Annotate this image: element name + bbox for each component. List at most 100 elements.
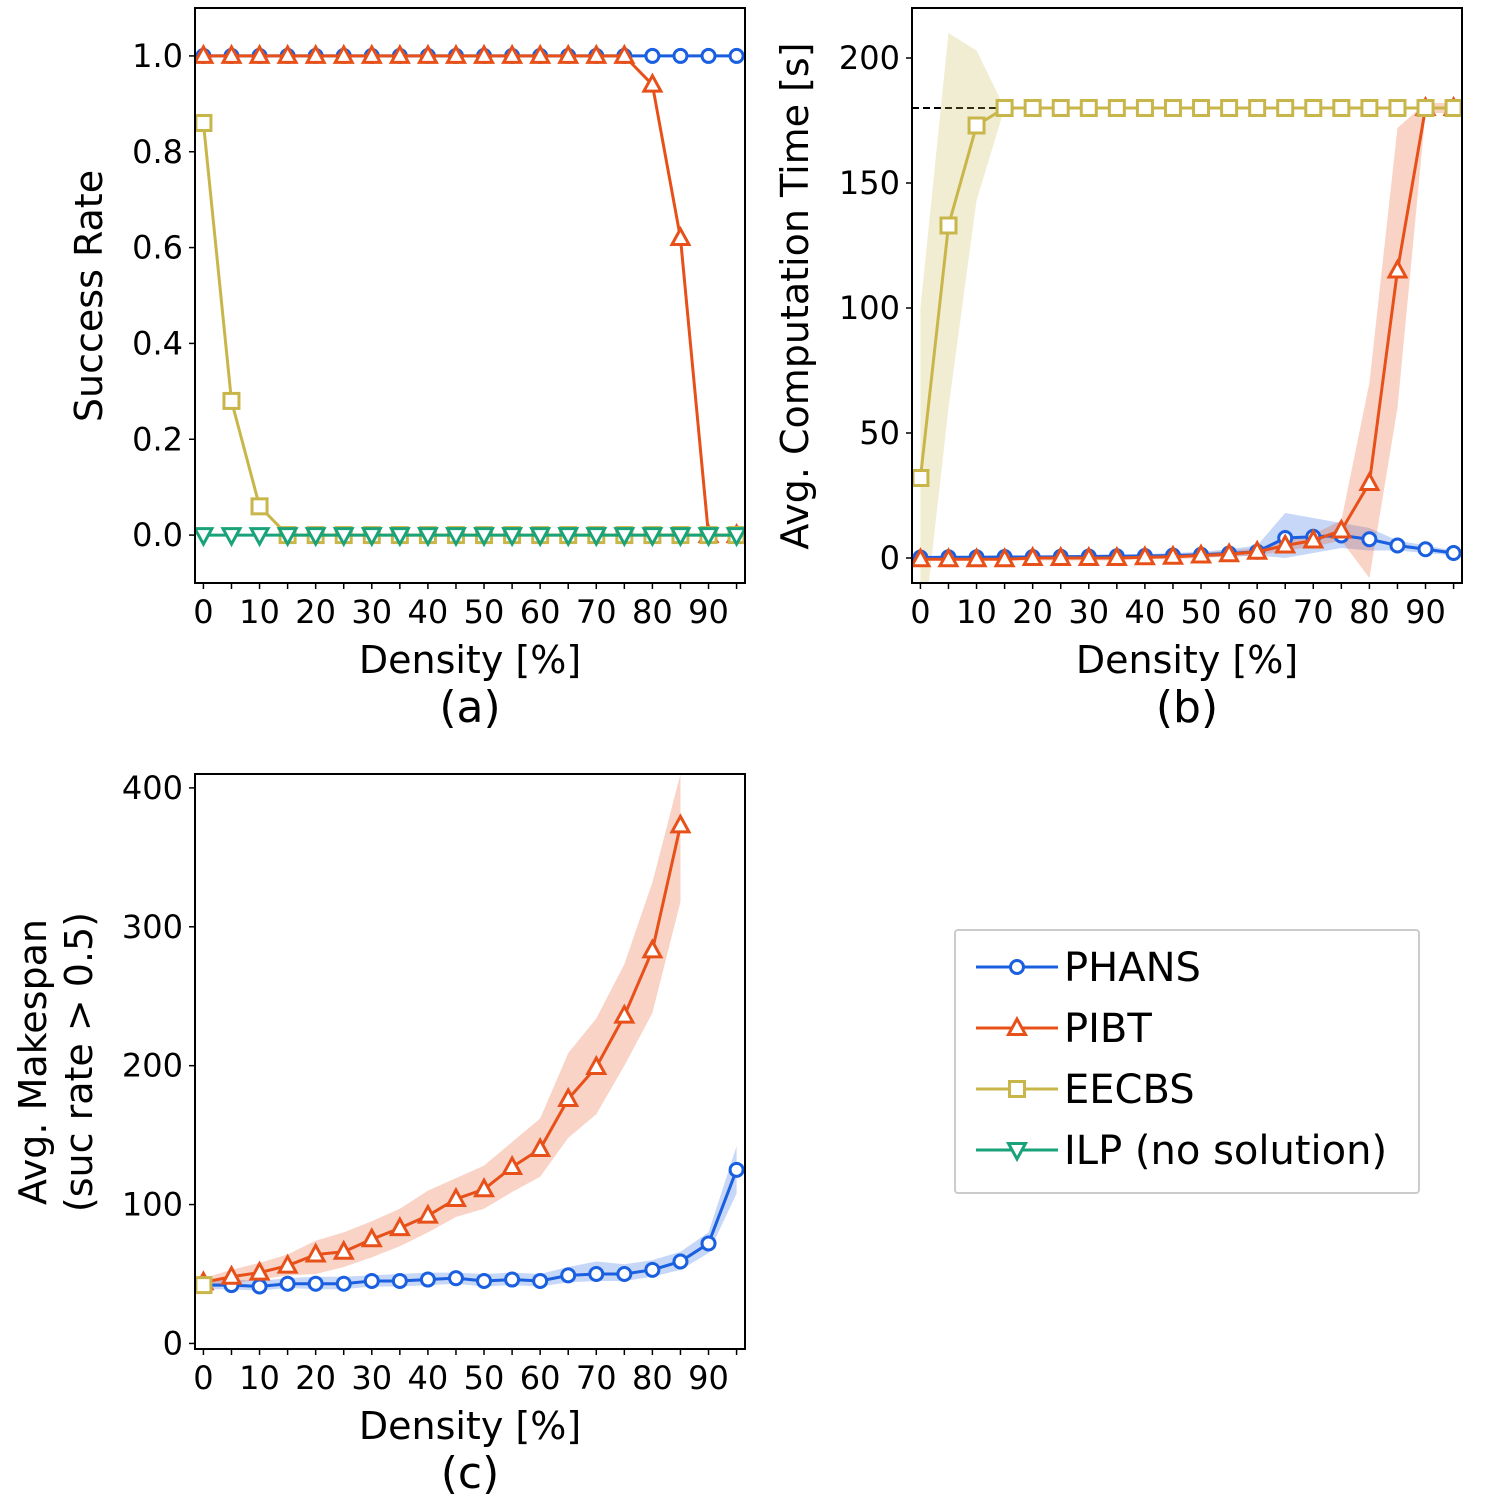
panel-b-eecbs-point (1107, 99, 1126, 117)
panel-c-pibt-point (388, 1216, 411, 1237)
panel-a-eecbs-point (222, 391, 241, 410)
panel-c-xtick-label: 0 (193, 1359, 213, 1397)
panel-a-xtick-label: 10 (239, 593, 280, 631)
panel-b-xtick-label: 90 (1405, 593, 1446, 631)
panel-b-pibt-band (920, 103, 1454, 578)
panel-c-phans-point (616, 1266, 633, 1282)
panel-a-pibt-point (641, 72, 664, 93)
panel-a-ytick-label: 0.0 (132, 516, 183, 554)
panel-b-eecbs-point (1248, 99, 1267, 117)
panel-a-pibt-line (203, 54, 737, 537)
panel-b-eecbs-point (1276, 99, 1295, 117)
legend-pibt-label: PIBT (1064, 1006, 1152, 1052)
panel-a-pibt-point (220, 43, 243, 64)
panel-c-phans-point (419, 1271, 436, 1288)
panel-c-phans-point (307, 1275, 324, 1292)
panel-a-ilp-point (360, 527, 383, 548)
panel-b-xtick-label: 20 (1012, 593, 1053, 631)
panel-b-pibt-point (1105, 545, 1128, 566)
panel-a-pibt-point (529, 43, 552, 64)
panel-a-ilp-point (248, 527, 271, 548)
panel-a-xtick-label: 70 (576, 593, 617, 631)
panel-c-pibt-point (360, 1227, 383, 1248)
panel-c-pibt-point (641, 938, 664, 959)
panel-b-xlabel: Density [%] (1076, 638, 1298, 682)
panel-c-pibt-point (332, 1239, 355, 1260)
panel-a-xtick-label: 50 (464, 593, 505, 631)
panel-b-eecbs-point (995, 99, 1014, 117)
panel-a-xtick-label: 80 (632, 593, 673, 631)
legend-item-phans: PHANS (976, 945, 1201, 991)
panel-b-xtick-label: 0 (910, 593, 930, 631)
panel-b-ytick-label: 0 (880, 539, 900, 577)
panel-c-xlabel: Density [%] (359, 1404, 581, 1448)
panel-a-xlabel: Density [%] (359, 638, 581, 682)
panel-a-ilp-point (669, 527, 692, 548)
panel-b-eecbs-point (1360, 99, 1379, 117)
panel-a-xtick-label: 20 (295, 593, 336, 631)
panel-b-xtick-label: 50 (1181, 593, 1222, 631)
legend-ilp-marker (1005, 1142, 1029, 1163)
panel-c-xtick-label: 90 (688, 1359, 729, 1397)
panel-b-data (912, 33, 1462, 583)
panel-c-pibt-point (416, 1203, 439, 1224)
panel-a-ilp-point (613, 527, 636, 548)
panel-a-ilp-point (276, 527, 299, 548)
legend-eecbs-label: EECBS (1064, 1067, 1195, 1113)
panel-b-eecbs-point (1135, 99, 1154, 117)
panel-c-phans-point (728, 1161, 745, 1178)
panel-b-pibt-point (1330, 518, 1353, 539)
panel-a-ilp-point (444, 527, 468, 548)
panel-a-xtick-label: 60 (520, 593, 561, 631)
panel-b-xtick-label: 60 (1237, 593, 1278, 631)
panel-a-ilp-point (501, 527, 524, 548)
panel-a-data (195, 43, 745, 548)
legend-eecbs-marker (1008, 1080, 1026, 1098)
panel-a-ilp-point (304, 527, 327, 548)
panel-c-phans-point (700, 1235, 717, 1252)
panel-a-pibt-point (276, 43, 299, 64)
panel-b-eecbs-point (1332, 99, 1351, 117)
panel-b-axes-frame (911, 7, 1463, 584)
panel-b-pibt-point (1386, 258, 1409, 279)
panel-c-pibt-point (557, 1086, 580, 1107)
panel-b-pibt-point (1358, 470, 1381, 491)
panel-c-phans-point (447, 1270, 464, 1287)
panel-c-pibt-point (444, 1186, 468, 1207)
panel-c-pibt-point (501, 1154, 524, 1176)
panel-a-pibt-point (613, 43, 636, 64)
panel-b-pibt-point (1274, 533, 1297, 554)
panel-b-pibt-point (1302, 528, 1325, 549)
panel-c-phans-point (644, 1261, 661, 1278)
panel-c-phans-point (560, 1267, 577, 1284)
panel-b-eecbs-point (1220, 99, 1239, 117)
panel-a-ilp-point (416, 527, 439, 548)
panel-b-eecbs-band (920, 33, 1454, 583)
panel-c-pibt-band (203, 774, 681, 1288)
panel-a-phans-point (672, 47, 689, 64)
panel-a-pibt-point (388, 43, 411, 64)
panel-a-phans-point (644, 47, 661, 64)
panel-a-pibt-point (472, 43, 496, 64)
panel-c-data (195, 774, 745, 1295)
panel-c-xtick-label: 10 (239, 1359, 280, 1397)
panel-c-ylabel-line2: (suc rate > 0.5) (57, 912, 101, 1212)
panel-b-ytick-label: 200 (839, 39, 900, 77)
panel-b-eecbs-point (967, 116, 986, 135)
panel-b-pibt-point (1218, 542, 1241, 563)
panel-b-xtick-label: 80 (1349, 593, 1390, 631)
panel-c-phans-point (532, 1272, 549, 1289)
panel-a-ilp-point (388, 527, 411, 548)
panel-a-label: (a) (439, 682, 500, 733)
panel-a-phans-point (728, 47, 745, 64)
panel-b-eecbs-point (1023, 99, 1042, 117)
panel-c-phans-point (504, 1271, 521, 1288)
panel-c-ytick-label: 200 (122, 1047, 183, 1085)
panel-b-xtick-label: 30 (1068, 593, 1109, 631)
legend-pibt-marker (1005, 1015, 1029, 1036)
legend-ilp-label: ILP (no solution) (1064, 1128, 1387, 1174)
panel-c-phans-point (588, 1266, 605, 1282)
panel-b-pibt-point (937, 547, 960, 568)
panel-b-ytick-label: 100 (839, 289, 900, 327)
panel-a-ytick-label: 0.4 (132, 324, 183, 362)
